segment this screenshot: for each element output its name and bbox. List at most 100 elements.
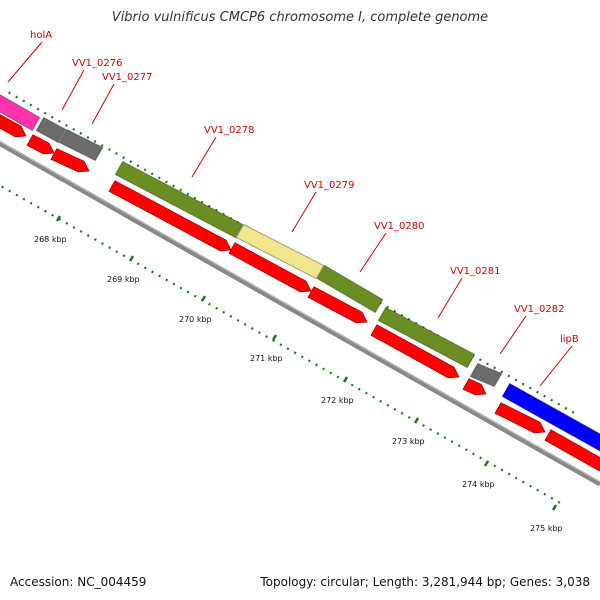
lower-tick-dot	[457, 444, 461, 448]
lower-tick-dot	[293, 351, 297, 355]
lower-tick-dot	[315, 363, 318, 367]
upper-tick-dot	[115, 152, 118, 156]
upper-tick-dot	[157, 176, 161, 180]
upper-tick-dot	[150, 172, 154, 176]
backbone-line-outer	[0, 141, 600, 483]
lower-tick-dot	[529, 484, 532, 488]
gene-bar-vv1-0279[interactable]	[235, 223, 325, 280]
lower-tick-dot	[29, 201, 33, 205]
cds-arrow[interactable]	[0, 105, 27, 138]
upper-tick-dot	[486, 362, 489, 366]
upper-tick-dot	[72, 127, 76, 131]
gene-label-vv1-0280[interactable]: VV1_0280	[374, 221, 425, 232]
cds-arrow[interactable]	[462, 378, 487, 396]
gene-label-vv1-0276[interactable]: VV1_0276	[72, 58, 123, 69]
backbone	[0, 140, 600, 487]
gene-bar-hola[interactable]	[0, 85, 41, 132]
tick-label: 272 kbp	[321, 396, 354, 405]
gene-bar-vv1-0278[interactable]	[114, 160, 244, 239]
major-tick	[271, 334, 278, 341]
lower-tick-dot	[243, 322, 247, 326]
gene-label-vv1-0281[interactable]: VV1_0281	[450, 266, 501, 277]
upper-tick-dot	[36, 107, 40, 111]
lower-tick-dot	[250, 327, 254, 330]
tick-label: 274 kbp	[462, 480, 495, 489]
lower-tick-dot	[79, 230, 83, 233]
lower-tick-dot	[215, 306, 219, 310]
cds-arrow[interactable]	[307, 286, 368, 324]
gene-bar-vv1-0276[interactable]	[35, 116, 67, 144]
lower-tick-dot	[479, 456, 482, 460]
lower-tick-dot	[307, 359, 311, 363]
upper-tick-dot	[200, 200, 204, 204]
lower-tick-dot	[222, 310, 226, 314]
tick-label: 268 kbp	[34, 235, 67, 244]
lower-tick-dot	[22, 197, 26, 201]
lower-tick-dot	[350, 383, 354, 387]
lower-tick-dot	[179, 286, 183, 290]
cds-arrow[interactable]	[26, 134, 55, 155]
lower-tick-dot	[557, 500, 561, 504]
lower-tick-dot	[322, 367, 326, 371]
lower-tick-dot	[550, 496, 554, 500]
tick-label: 271 kbp	[250, 354, 283, 363]
upper-tick-dot	[571, 410, 575, 414]
gene-label-vv1-0282[interactable]: VV1_0282	[514, 304, 565, 315]
lower-tick-dot	[386, 403, 390, 407]
lower-tick-dot	[101, 242, 104, 246]
label-leader-lipb	[539, 345, 573, 387]
lower-tick-dot	[43, 209, 47, 213]
lower-tick-dot	[51, 213, 54, 217]
major-tick	[413, 417, 420, 424]
accession-text: Accession: NC_004459	[10, 575, 147, 589]
upper-tick-dot	[65, 123, 68, 127]
upper-tick-dot	[507, 374, 511, 378]
cds-arrow[interactable]	[494, 402, 546, 434]
upper-tick-dot	[93, 140, 97, 143]
lower-tick-dot	[443, 436, 447, 440]
lower-tick-dot	[229, 314, 233, 318]
upper-tick-dot	[386, 305, 389, 309]
ticks-layer: 268 kbp 269 kbp 270 kbp 271 kbp 272 kbp 273 k…	[1, 91, 575, 533]
lower-tick-dot	[186, 290, 190, 294]
lower-tick-dot	[72, 225, 76, 229]
gene-bar-vv1-0282[interactable]	[469, 362, 503, 388]
lower-tick-dot	[208, 302, 211, 306]
cds-arrow[interactable]	[50, 148, 90, 173]
cds-arrows	[0, 105, 600, 472]
gene-label-lipb[interactable]: lipB	[560, 334, 579, 345]
lower-tick-dot	[286, 347, 290, 351]
gene-label-vv1-0278[interactable]: VV1_0278	[204, 125, 255, 136]
lower-tick-dot	[372, 395, 375, 399]
label-leader-vv1-0281	[437, 277, 463, 319]
gene-bar-vv1-0277[interactable]	[58, 128, 104, 162]
lower-tick-dot	[136, 262, 140, 266]
tick-label: 275 kbp	[530, 524, 563, 533]
tick-label: 270 kbp	[179, 315, 212, 324]
lower-tick-dot	[500, 468, 504, 472]
upper-tick-dot	[521, 382, 525, 386]
upper-tick-dot	[550, 398, 554, 402]
cds-arrow[interactable]	[544, 429, 600, 472]
gene-label-hola[interactable]: holA	[30, 30, 52, 41]
lower-tick-dot	[400, 411, 404, 415]
upper-tick-dot	[393, 309, 397, 313]
cds-arrow[interactable]	[108, 180, 232, 252]
cds-arrow[interactable]	[370, 324, 460, 379]
cds-arrow[interactable]	[228, 242, 312, 293]
backbone-line	[0, 140, 600, 487]
lower-tick-dot	[1, 185, 5, 189]
lower-tick-dot	[65, 221, 69, 225]
gene-label-vv1-0277[interactable]: VV1_0277	[102, 72, 153, 83]
upper-tick-dot	[22, 99, 26, 103]
gene-label-vv1-0279[interactable]: VV1_0279	[304, 180, 355, 191]
gene-bar-vv1-0281[interactable]	[377, 306, 476, 369]
lower-tick-dot	[122, 254, 126, 258]
gene-bar-lipb[interactable]	[501, 382, 600, 454]
gene-bar-vv1-0280[interactable]	[316, 264, 384, 314]
lower-tick-dot	[258, 331, 261, 334]
upper-tick-dot	[143, 168, 147, 172]
label-leader-vv1-0277	[91, 83, 115, 125]
upper-tick-dot	[172, 184, 175, 188]
